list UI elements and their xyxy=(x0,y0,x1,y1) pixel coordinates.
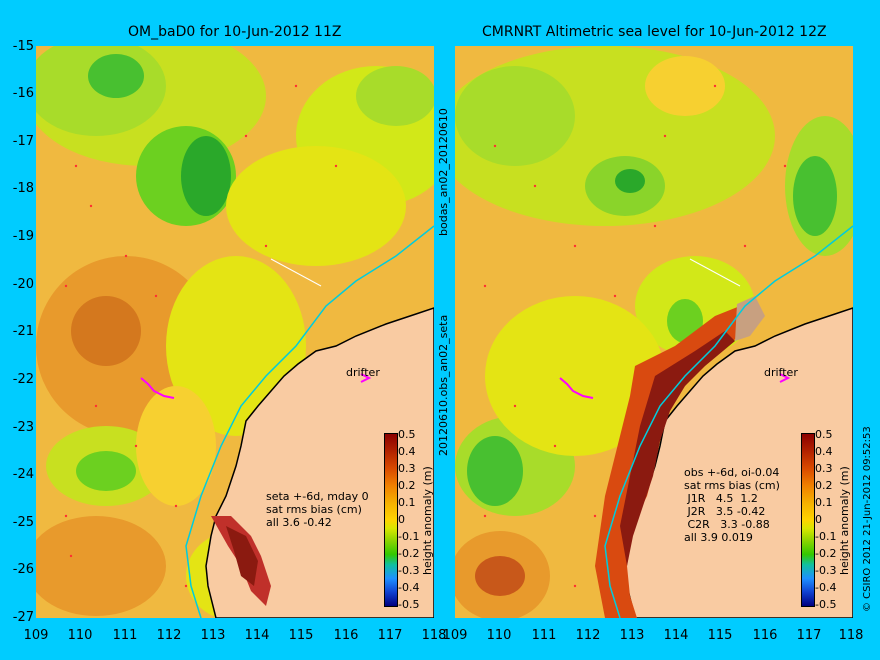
left-drifter-label: drifter xyxy=(346,366,380,379)
x-tick-label: 115 xyxy=(707,628,733,643)
right-drifter-label: drifter xyxy=(764,366,798,379)
x-tick-label: 111 xyxy=(112,628,138,643)
colorbar-tick: 0.4 xyxy=(398,445,416,458)
right-colorbar xyxy=(801,433,815,607)
left-map xyxy=(36,46,434,618)
y-tick-label: -25 xyxy=(12,515,34,530)
colorbar-tick: 0.1 xyxy=(815,496,833,509)
right-map xyxy=(455,46,853,618)
y-tick-label: -17 xyxy=(12,134,34,149)
x-tick-label: 116 xyxy=(333,628,359,643)
colorbar-tick: 0.5 xyxy=(398,428,416,441)
x-tick-label: 118 xyxy=(421,628,447,643)
x-tick-label: 115 xyxy=(288,628,314,643)
colorbar-tick: -0.4 xyxy=(398,581,420,594)
x-tick-label: 117 xyxy=(796,628,822,643)
colorbar-tick: -0.3 xyxy=(398,564,420,577)
y-tick-label: -26 xyxy=(12,562,34,577)
x-tick-label: 112 xyxy=(575,628,601,643)
y-tick-label: -24 xyxy=(12,467,34,482)
y-tick-label: -16 xyxy=(12,86,34,101)
colorbar-tick: 0.4 xyxy=(815,445,833,458)
left-colorbar xyxy=(384,433,398,607)
side-label-bottom: 20120610.obs_an02_seta xyxy=(437,314,450,456)
colorbar-tick: -0.1 xyxy=(815,530,837,543)
right-stats: obs +-6d, oi-0.04 sat rms bias (cm) J1R … xyxy=(684,466,780,544)
colorbar-tick: -0.5 xyxy=(815,598,837,611)
colorbar-tick: 0.2 xyxy=(398,479,416,492)
y-tick-label: -22 xyxy=(12,372,34,387)
x-tick-label: 116 xyxy=(752,628,778,643)
y-tick-label: -15 xyxy=(12,39,34,54)
x-tick-label: 113 xyxy=(619,628,645,643)
colorbar-tick: -0.2 xyxy=(815,547,837,560)
x-tick-label: 109 xyxy=(442,628,468,643)
y-tick-label: -19 xyxy=(12,229,34,244)
left-colorbar-title: height anomaly (m) xyxy=(421,466,434,575)
x-tick-label: 109 xyxy=(23,628,49,643)
x-tick-label: 110 xyxy=(67,628,93,643)
left-map-title: OM_baD0 for 10-Jun-2012 11Z xyxy=(128,24,342,40)
colorbar-tick: 0.3 xyxy=(398,462,416,475)
y-tick-label: -18 xyxy=(12,181,34,196)
y-tick-label: -23 xyxy=(12,420,34,435)
y-tick-label: -27 xyxy=(12,610,34,625)
x-tick-label: 117 xyxy=(377,628,403,643)
x-tick-label: 110 xyxy=(486,628,512,643)
x-tick-label: 114 xyxy=(244,628,270,643)
colorbar-tick: 0.5 xyxy=(815,428,833,441)
colorbar-tick: 0.1 xyxy=(398,496,416,509)
x-tick-label: 114 xyxy=(663,628,689,643)
colorbar-tick: 0 xyxy=(815,513,822,526)
colorbar-tick: -0.5 xyxy=(398,598,420,611)
side-label-top: bodas_an02_20120610 xyxy=(437,108,450,236)
x-tick-label: 113 xyxy=(200,628,226,643)
left-stats: seta +-6d, mday 0 sat rms bias (cm) all … xyxy=(266,490,369,529)
y-tick-label: -20 xyxy=(12,277,34,292)
colorbar-tick: -0.4 xyxy=(815,581,837,594)
colorbar-tick: 0 xyxy=(398,513,405,526)
colorbar-tick: -0.3 xyxy=(815,564,837,577)
colorbar-tick: -0.2 xyxy=(398,547,420,560)
x-tick-label: 118 xyxy=(838,628,864,643)
x-tick-label: 111 xyxy=(531,628,557,643)
x-tick-label: 112 xyxy=(156,628,182,643)
colorbar-tick: -0.1 xyxy=(398,530,420,543)
right-map-title: CMRNRT Altimetric sea level for 10-Jun-2… xyxy=(482,24,827,40)
copyright-text: © CSIRO 2012 21-Jun-2012 09:52:53 xyxy=(862,426,873,612)
colorbar-tick: 0.2 xyxy=(815,479,833,492)
right-colorbar-title: height anomaly (m) xyxy=(838,466,851,575)
colorbar-tick: 0.3 xyxy=(815,462,833,475)
y-tick-label: -21 xyxy=(12,324,34,339)
